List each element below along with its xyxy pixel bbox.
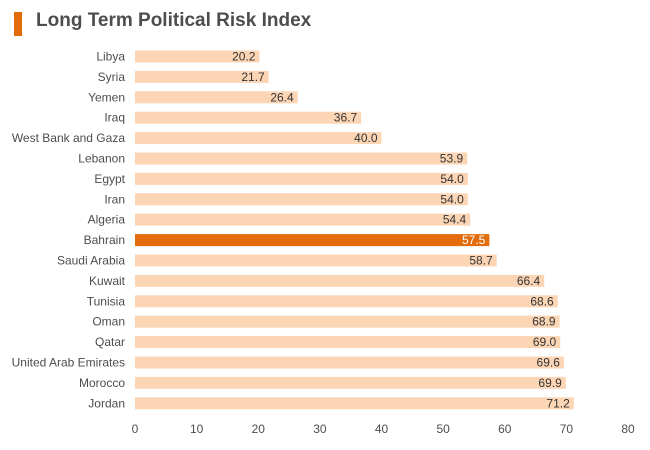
category-label: United Arab Emirates bbox=[12, 356, 125, 370]
category-label: Tunisia bbox=[87, 294, 126, 308]
bar bbox=[135, 254, 497, 267]
x-tick-label: 20 bbox=[252, 422, 266, 436]
bar bbox=[135, 50, 260, 63]
data-label: 69.6 bbox=[537, 356, 561, 370]
bar bbox=[135, 336, 561, 349]
bar bbox=[135, 152, 468, 165]
data-label: 68.9 bbox=[532, 315, 556, 329]
category-label: Saudi Arabia bbox=[57, 254, 125, 268]
bar bbox=[135, 397, 574, 410]
category-label: West Bank and Gaza bbox=[12, 131, 126, 145]
bar bbox=[135, 376, 566, 389]
data-label: 68.6 bbox=[530, 294, 554, 308]
title-accent-bar bbox=[14, 12, 22, 36]
data-label: 26.4 bbox=[270, 90, 294, 104]
bar bbox=[135, 91, 298, 104]
category-label: Iran bbox=[104, 192, 125, 206]
category-label: Algeria bbox=[88, 213, 126, 227]
x-tick-label: 70 bbox=[560, 422, 574, 436]
bar bbox=[135, 356, 564, 369]
bar bbox=[135, 172, 468, 185]
data-label: 54.0 bbox=[440, 192, 464, 206]
category-label: Libya bbox=[96, 50, 125, 64]
data-label: 21.7 bbox=[241, 70, 265, 84]
data-label: 69.0 bbox=[533, 335, 557, 349]
data-label: 54.0 bbox=[440, 172, 464, 186]
category-label: Morocco bbox=[79, 376, 125, 390]
data-label: 66.4 bbox=[517, 274, 541, 288]
category-label: Kuwait bbox=[89, 274, 126, 288]
category-label: Iraq bbox=[104, 111, 125, 125]
category-label: Egypt bbox=[94, 172, 125, 186]
category-label: Yemen bbox=[88, 90, 125, 104]
x-tick-label: 50 bbox=[436, 422, 450, 436]
bar bbox=[135, 315, 560, 328]
bar bbox=[135, 295, 558, 308]
data-label: 36.7 bbox=[334, 111, 358, 125]
x-tick-label: 0 bbox=[132, 422, 139, 436]
category-label: Jordan bbox=[88, 396, 125, 410]
data-label: 53.9 bbox=[440, 152, 464, 166]
category-label: Qatar bbox=[95, 335, 125, 349]
data-label: 58.7 bbox=[469, 254, 493, 268]
data-label: 20.2 bbox=[232, 50, 256, 64]
bar bbox=[135, 274, 545, 287]
category-label: Oman bbox=[92, 315, 125, 329]
bar-highlight bbox=[135, 234, 490, 247]
category-label: Syria bbox=[98, 70, 126, 84]
data-label: 40.0 bbox=[354, 131, 378, 145]
category-label: Lebanon bbox=[78, 152, 125, 166]
x-tick-label: 30 bbox=[313, 422, 327, 436]
x-tick-label: 60 bbox=[498, 422, 512, 436]
bar bbox=[135, 193, 468, 206]
bar bbox=[135, 111, 362, 124]
data-label: 69.9 bbox=[538, 376, 562, 390]
data-label: 54.4 bbox=[443, 213, 467, 227]
data-label: 57.5 bbox=[462, 233, 486, 247]
chart-title: Long Term Political Risk Index bbox=[36, 10, 312, 31]
bar bbox=[135, 70, 269, 83]
x-tick-label: 40 bbox=[375, 422, 389, 436]
data-label: 71.2 bbox=[546, 396, 570, 410]
x-tick-label: 10 bbox=[190, 422, 204, 436]
bar bbox=[135, 213, 471, 226]
category-label: Bahrain bbox=[84, 233, 125, 247]
x-tick-label: 80 bbox=[621, 422, 635, 436]
bar bbox=[135, 132, 382, 145]
